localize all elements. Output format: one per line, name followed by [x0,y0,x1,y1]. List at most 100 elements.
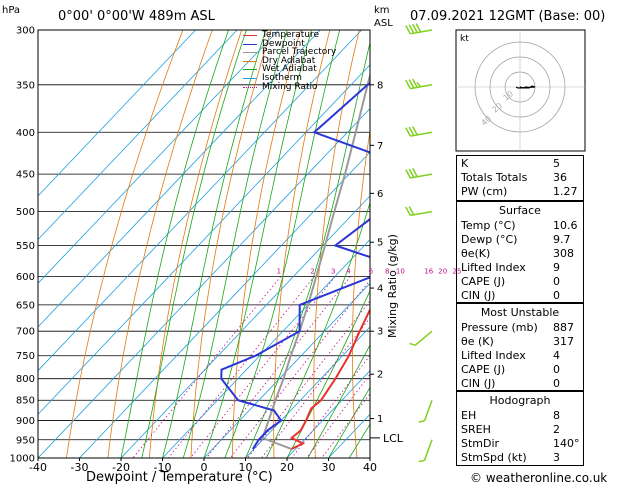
legend-swatch [243,43,257,45]
dry-adiabat-line [624,30,629,458]
legend-item: Wet Adiabat [243,65,369,74]
mixing-ratio-label: 4 [346,267,351,275]
wind-barb [405,168,433,179]
mu-row-lifted-index: Lifted Index 4 [461,349,560,362]
legend-swatch [243,78,257,79]
isotherm-line [245,326,370,458]
mixing-ratio-line [306,373,370,458]
isotherm-line [79,151,370,458]
index-row-totals: Totals Totals 36 [461,171,567,184]
dry-adiabat-line [273,30,331,458]
legend-label: Isotherm [262,73,302,83]
legend-label: Mixing Ratio [262,81,318,92]
wet-adiabat-line [203,30,312,458]
height-tick-label: 8 [377,80,383,91]
copyright-footer: © weatheronline.co.uk [470,471,608,485]
legend-swatch [243,86,257,88]
legend-swatch [243,60,257,62]
mixing-ratio-line [291,354,370,458]
temperature-tick-label: 40 [363,461,377,474]
height-tick-label: 5 [377,238,383,249]
surface-row-cape: CAPE (J) 0 [461,275,560,288]
asl-label: ASL [374,18,393,29]
hodograph-trace [515,85,536,89]
hodograph-frame [455,29,586,152]
hodo-row-eh: EH 8 [461,409,560,422]
isotherm-line [38,30,362,372]
wind-barb [418,399,433,423]
pressure-tick-label: 650 [16,300,35,311]
surface-row-cin: CIN (J) 0 [461,289,560,302]
wind-barb [418,439,433,463]
datetime-title: 07.09.2021 12GMT (Base: 00) [410,9,606,24]
hodograph-table: Hodograph EH 8 SREH 2 StmDir 140° StmSpd (k… [456,391,584,466]
mixing-ratio-label: 20 [438,267,447,275]
mixing-ratio-line [190,276,336,458]
temperature-tick-label: -40 [29,461,47,474]
dry-adiabat-line [352,128,370,458]
temperature-tick-label: 20 [280,461,294,474]
dry-adiabat-line [149,30,243,458]
legend: Temperature Dewpoint Parcel Trajectory Dry … [243,31,369,91]
mixing-ratio-label: 3 [331,267,335,275]
wet-adiabat-line [141,30,247,458]
pressure-tick-label: 1000 [10,454,35,465]
isotherm-line [38,107,370,458]
temperature-tick-label: 30 [322,461,336,474]
pressure-tick-label: 600 [16,272,35,283]
wet-adiabat-line [120,30,229,458]
height-tick-label: 6 [377,189,383,200]
temperature-tick-label: -20 [112,461,130,474]
dry-adiabat-line [190,30,272,458]
mixing-ratio-label: 2 [310,267,314,275]
mixing-ratio-line [206,276,351,458]
legend-label: Temperature [262,30,320,40]
mixing-ratio-label: 10 [396,267,405,275]
pressure-tick-label: 750 [16,351,35,362]
wet-adiabat-line [245,41,370,458]
legend-item: Parcel Trajectory [243,48,369,57]
legend-swatch [243,35,257,36]
height-tick-label: 2 [377,370,383,381]
wet-adiabat-line [286,289,370,458]
isotherm-line [38,30,321,328]
mu-row-cape: CAPE (J) 0 [461,363,560,376]
legend-item: Mixing Ratio [243,81,369,92]
temperature-tick-label: -30 [71,461,89,474]
isotherm-line [38,30,279,284]
index-row-pw: PW (cm) 1.27 [461,185,578,198]
hodo-row-sreh: SREH 2 [461,423,560,436]
isotherm-line [203,282,370,458]
mixing-ratio-label: 8 [385,267,389,275]
pressure-tick-label: 850 [16,396,35,407]
legend-swatch [243,52,257,54]
height-tick-label: 4 [377,284,383,295]
isotherm-line [38,64,370,415]
km-label: km [374,5,390,16]
pressure-tick-label: 350 [16,80,35,91]
isotherm-line [120,195,370,458]
wind-barb [405,206,433,217]
mu-row-cin: CIN (J) 0 [461,377,560,390]
most-unstable-title: Most Unstable [480,306,560,319]
mu-row-thetae: θe (K) 317 [461,335,574,348]
wet-adiabat-line [224,30,341,458]
pressure-tick-label: 700 [16,327,35,338]
most-unstable-table: Most Unstable Pressure (mb) 887 θe (K) 317… [456,303,584,391]
wet-adiabat-line [265,201,370,458]
legend-item: Dewpoint [243,38,369,49]
wet-adiabat-line [307,344,370,458]
temperature-tick-label: 0 [201,461,208,474]
legend-label: Dewpoint [262,38,305,49]
dry-adiabat-line [232,30,301,458]
pressure-tick-label: 950 [16,435,35,446]
pressure-tick-label: 300 [16,26,35,37]
wind-barb [409,330,433,347]
isotherm-line [38,30,238,241]
legend-label: Wet Adiabat [262,64,317,75]
mixing-ratio-axis-title: Mixing Ratio (g/kg) [386,234,399,338]
